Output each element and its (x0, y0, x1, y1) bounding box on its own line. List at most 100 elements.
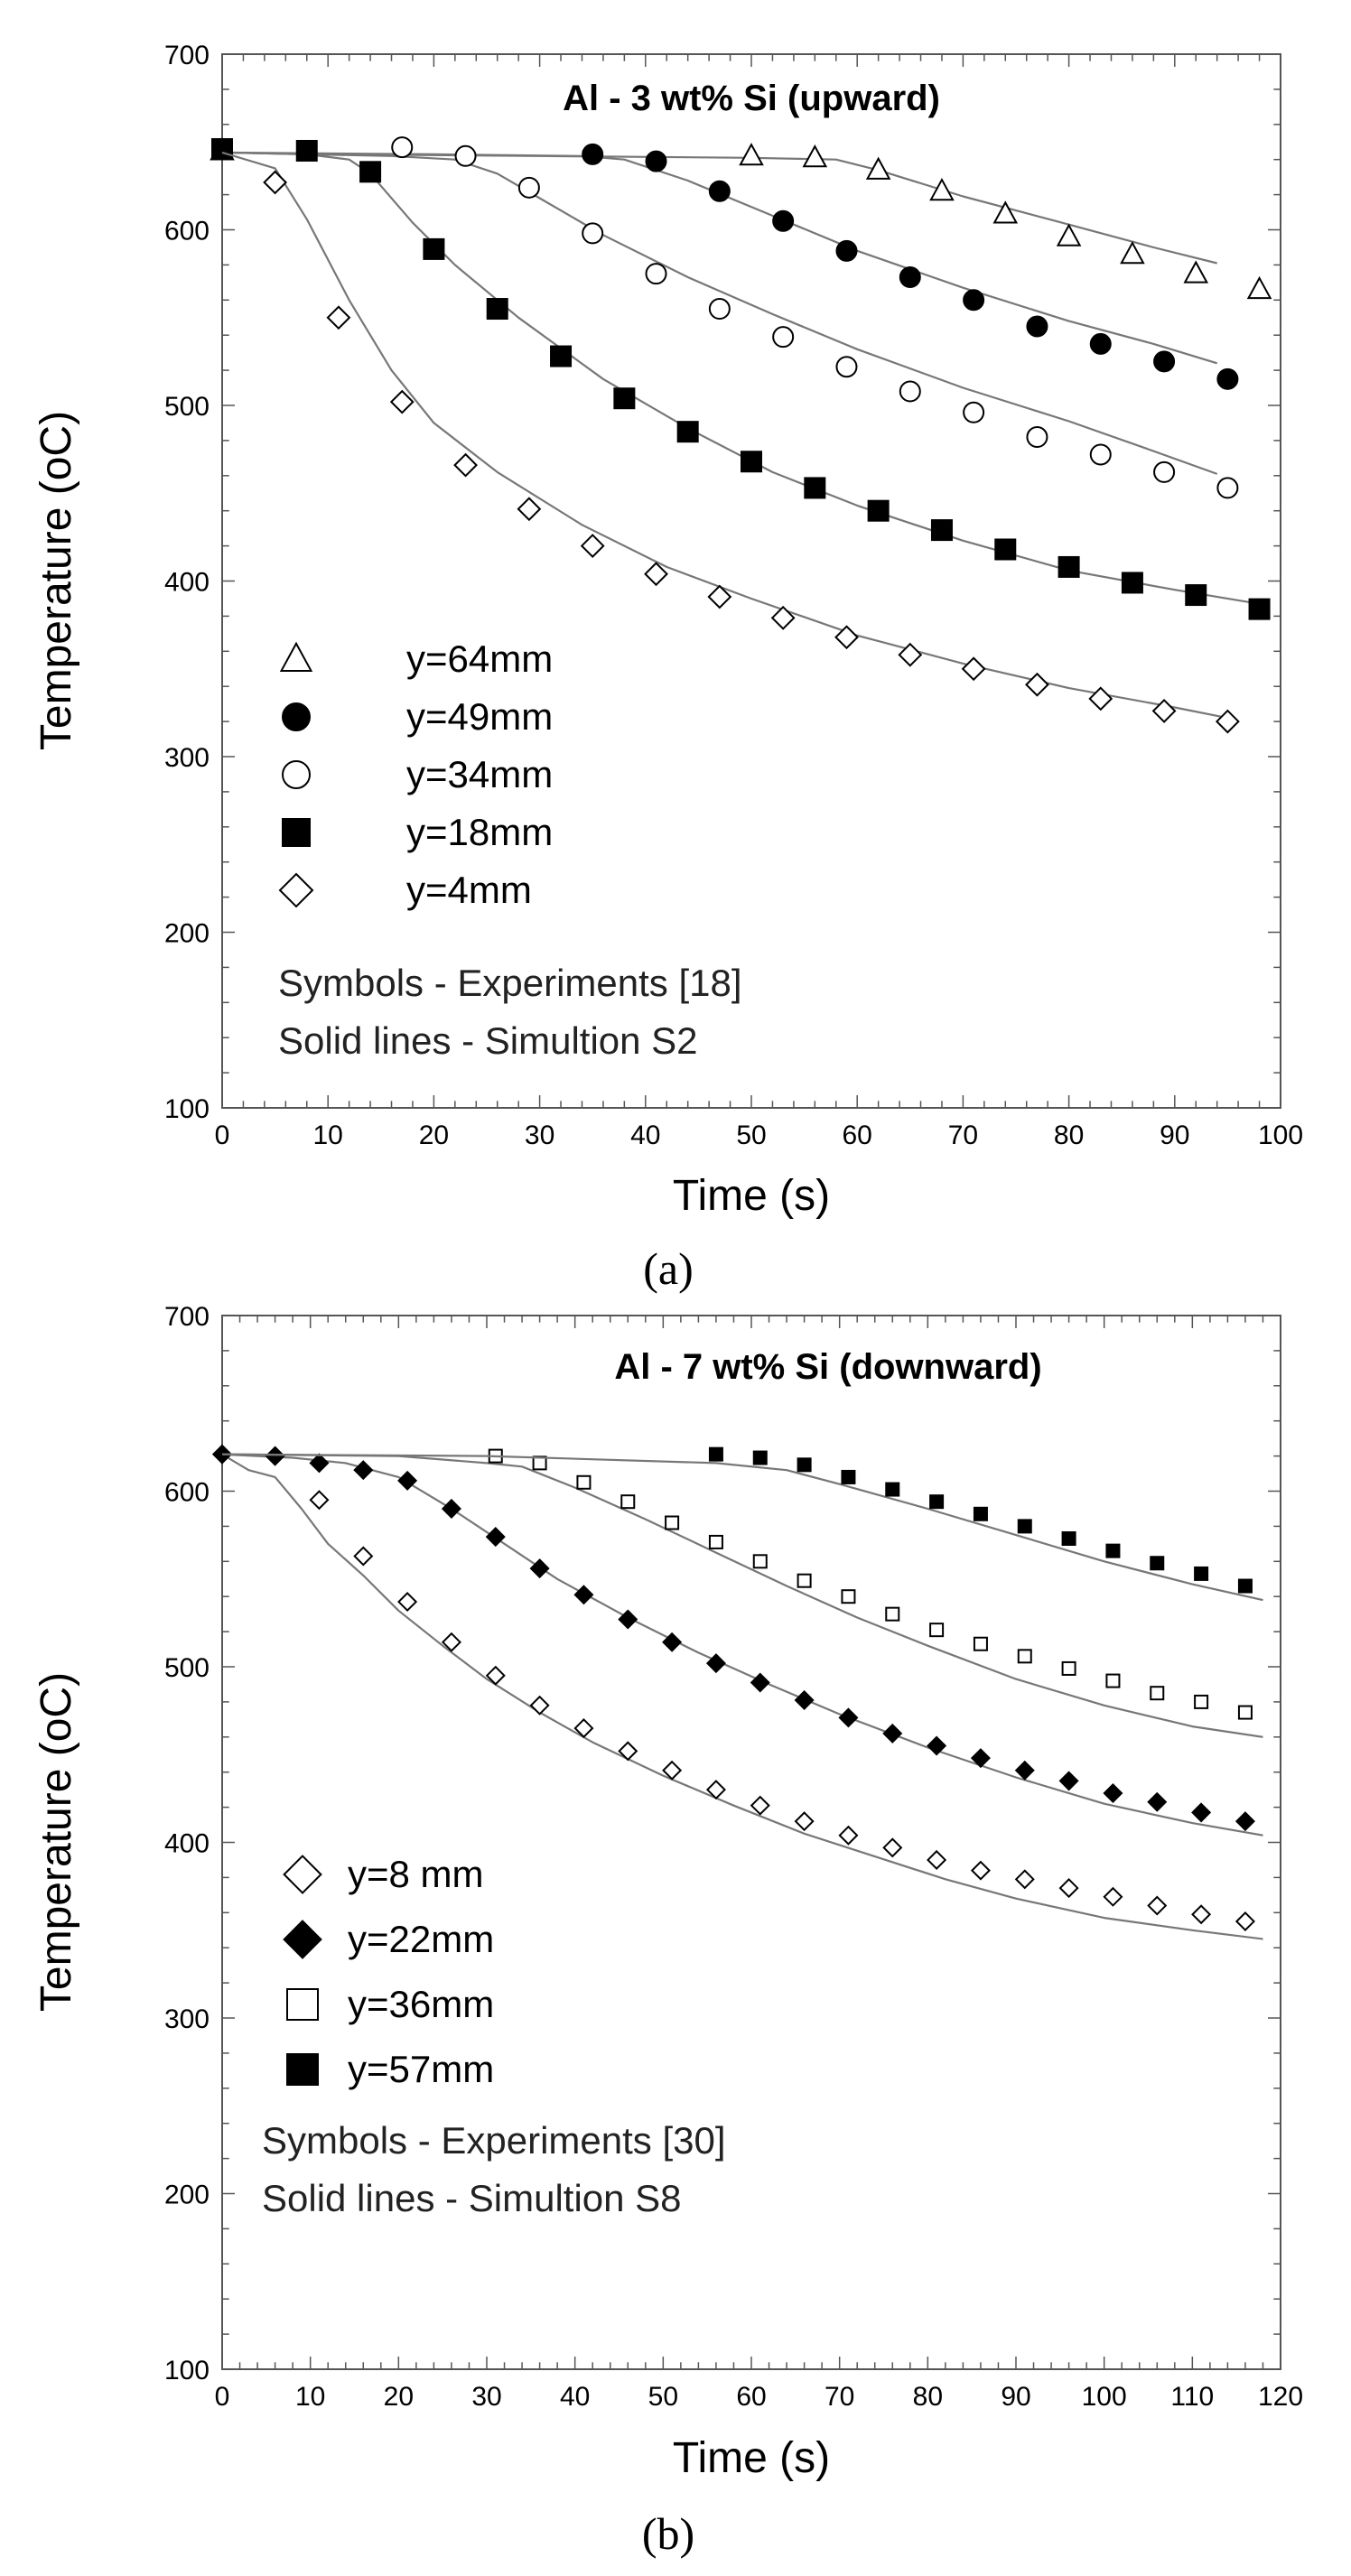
data-point (927, 1735, 947, 1756)
data-point (454, 144, 477, 167)
data-point (1235, 1811, 1255, 1832)
x-tick-label: 60 (843, 1121, 872, 1150)
x-tick-label: 20 (419, 1121, 449, 1150)
data-point (485, 1665, 506, 1686)
data-point (326, 305, 351, 330)
series-line (221, 1453, 1263, 1602)
x-tick-label: 10 (295, 2382, 325, 2412)
data-point (992, 200, 1019, 224)
legend-label: y=57mm (348, 2048, 494, 2090)
x-tick-label: 40 (560, 2382, 590, 2412)
data-point (963, 401, 985, 423)
data-point (1121, 572, 1143, 594)
data-point (391, 136, 414, 159)
data-point (804, 477, 826, 499)
data-point (353, 1460, 374, 1481)
data-point (838, 1707, 859, 1728)
data-point (263, 170, 288, 195)
legend-label: y=4mm (406, 869, 532, 911)
x-tick-label: 30 (525, 1121, 554, 1150)
data-point (708, 1446, 723, 1462)
y-tick-label: 700 (164, 41, 210, 70)
y-tick-label: 100 (164, 1094, 210, 1124)
legend-marker (283, 1855, 322, 1894)
data-point (1147, 1895, 1168, 1916)
data-point (929, 1623, 945, 1638)
data-point (676, 421, 699, 443)
legend-marker (286, 2053, 319, 2086)
x-tick-label: 80 (913, 2382, 943, 2412)
series-y-4mm (221, 151, 1240, 734)
data-point (898, 642, 923, 667)
data-point (397, 1470, 418, 1491)
data-point (867, 499, 890, 522)
y-axis-title: Temperature (oC) (33, 411, 80, 750)
series-line (221, 1453, 1263, 1940)
data-point (573, 1718, 594, 1739)
data-point (1026, 315, 1048, 338)
data-point (1150, 1686, 1165, 1701)
legend-label: y=8 mm (348, 1853, 484, 1895)
data-point (618, 1741, 638, 1762)
data-point (1014, 1760, 1035, 1781)
legend-marker (282, 760, 311, 789)
data-point (797, 1457, 812, 1473)
data-point (573, 1585, 594, 1605)
data-point (708, 298, 731, 321)
data-point (309, 1490, 330, 1511)
data-point (750, 1672, 770, 1693)
data-point (529, 1695, 550, 1716)
x-tick-label: 110 (1170, 2382, 1214, 2412)
data-point (794, 1811, 815, 1832)
x-tick-label: 20 (384, 2382, 414, 2412)
data-point (834, 625, 859, 650)
x-tick-label: 60 (736, 2382, 766, 2412)
data-point (1120, 240, 1145, 265)
data-point (550, 345, 573, 367)
data-point (973, 1506, 988, 1521)
y-tick-label: 200 (164, 2181, 210, 2210)
legend-label: y=36mm (348, 1983, 494, 2025)
panel-label: (a) (643, 1243, 694, 1294)
series-y-8-mm (211, 1444, 1263, 1940)
data-point (582, 143, 604, 165)
legend-marker (286, 1988, 319, 2021)
data-point (359, 161, 382, 183)
panel-label: (b) (642, 2508, 694, 2559)
data-point (899, 380, 921, 403)
series-y-36mm (221, 1448, 1263, 1738)
data-point (529, 1558, 550, 1579)
series-y-49mm (221, 143, 1239, 390)
data-point (882, 1723, 903, 1744)
data-point (1150, 1556, 1165, 1571)
data-point (1058, 1771, 1079, 1791)
chart-title: Al - 3 wt% Si (upward) (563, 79, 940, 118)
y-tick-label: 300 (164, 743, 210, 773)
data-point (994, 538, 1017, 561)
legend-label: y=18mm (406, 811, 553, 853)
data-point (1103, 1886, 1123, 1907)
data-point (211, 1444, 233, 1465)
data-point (1191, 1904, 1212, 1925)
y-tick-label: 400 (164, 1829, 210, 1859)
data-point (486, 298, 508, 321)
data-point (1025, 672, 1049, 697)
x-axis-title: Time (s) (673, 2434, 830, 2482)
data-point (865, 156, 891, 180)
data-point (1235, 1911, 1255, 1932)
data-point (1237, 1705, 1253, 1720)
data-point (885, 1606, 900, 1622)
data-point (1017, 1649, 1032, 1664)
data-point (838, 1825, 859, 1846)
data-point (1061, 1660, 1076, 1676)
data-point (1061, 1531, 1076, 1547)
chart-title: Al - 7 wt% Si (downward) (614, 1347, 1041, 1387)
data-point (1017, 1519, 1032, 1534)
legend-label: y=22mm (348, 1918, 494, 1960)
data-point (705, 1653, 726, 1674)
data-point (1215, 709, 1240, 734)
data-point (1183, 260, 1209, 284)
legend-label: y=34mm (406, 753, 553, 795)
x-tick-label: 100 (1082, 2382, 1127, 2412)
data-point (802, 144, 828, 168)
